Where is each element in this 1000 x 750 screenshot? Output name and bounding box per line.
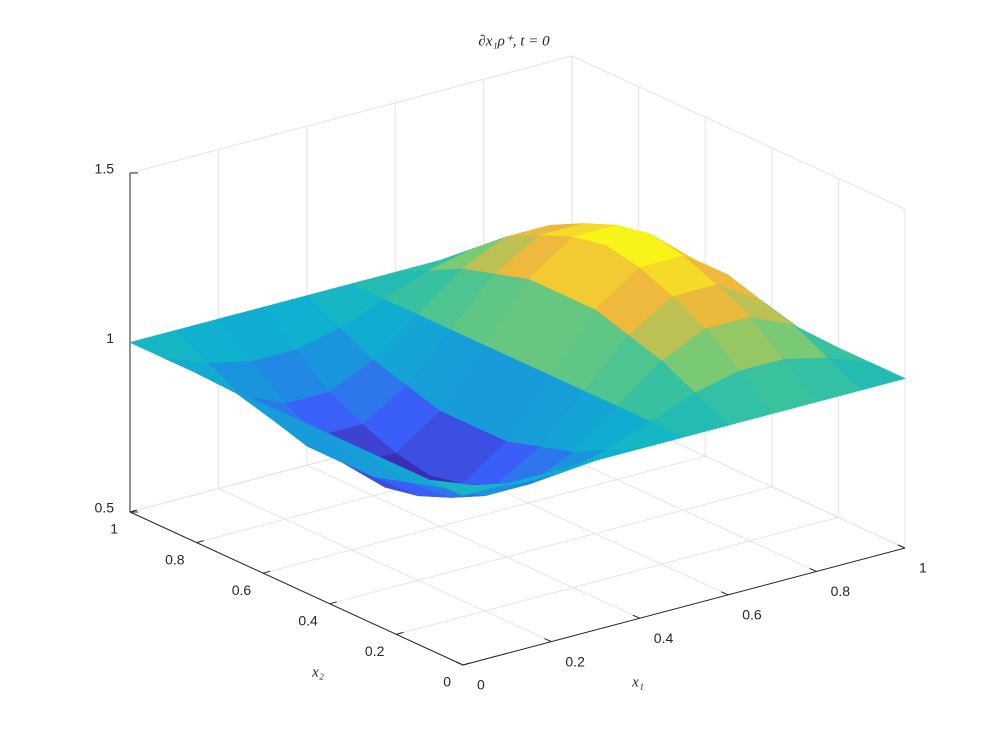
tick-mark (455, 661, 464, 666)
y-tick-label: 0.4 (298, 613, 318, 629)
y-tick-label: 0.6 (232, 582, 252, 598)
tick-mark (632, 614, 640, 619)
tick-mark (897, 544, 906, 549)
x-tick-label: 0.4 (654, 630, 674, 646)
x-tick-label: 1 (919, 560, 927, 576)
y-tick-label: 0 (443, 674, 451, 690)
x-axis (462, 547, 906, 666)
grid-line (329, 486, 772, 605)
z-tick-label: 0.5 (95, 500, 115, 516)
x-axis-label: x₁ (631, 674, 644, 690)
tick-mark (396, 631, 404, 635)
y-tick-label: 1 (110, 521, 118, 537)
grid-line (129, 55, 573, 174)
tick-mark (544, 638, 552, 643)
tick-mark (196, 540, 204, 544)
grid-line (306, 464, 641, 619)
surface-patch (429, 479, 508, 496)
tick-mark (809, 567, 817, 572)
y-tick-label: 0.2 (365, 643, 385, 659)
y-axis (129, 511, 464, 666)
x-tick-label: 0 (477, 677, 485, 693)
tick-mark (329, 601, 337, 605)
z-tick-label: 1 (106, 330, 114, 346)
x-tick-label: 0.8 (831, 583, 851, 599)
y-tick-label: 0.8 (165, 551, 185, 567)
grid-line (571, 55, 906, 210)
grid-line (396, 516, 839, 635)
grid-line (263, 455, 706, 574)
chart-title: ∂x₁ρ⁺, t = 0 (478, 33, 550, 49)
grid-line (218, 488, 552, 643)
tick-mark (462, 662, 471, 666)
x-tick-label: 0.6 (742, 607, 762, 623)
tick-mark (263, 570, 271, 574)
y-axis-label: x₂ (311, 664, 324, 680)
x-tick-label: 0.2 (565, 653, 585, 669)
tick-mark (721, 591, 729, 596)
z-tick-label: 1.5 (95, 161, 115, 177)
